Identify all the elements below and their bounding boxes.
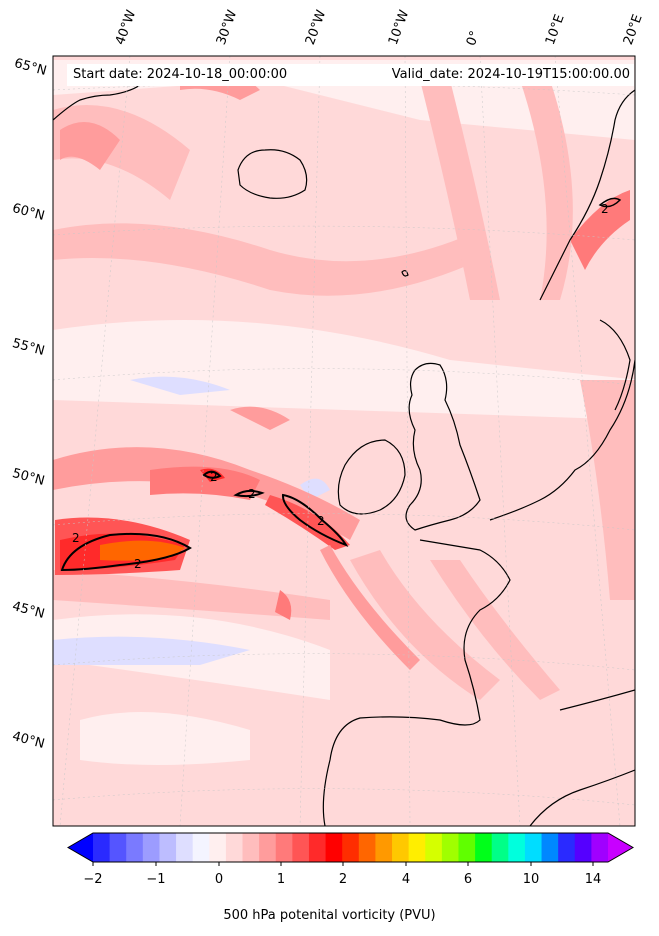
colorbar-segment	[541, 833, 559, 862]
colorbar-segment	[491, 833, 509, 862]
colorbar-segment	[209, 833, 227, 862]
mediterranean-coast	[559, 689, 635, 711]
colorbar-segment	[325, 833, 343, 862]
benelux-coast	[489, 359, 635, 521]
date-header: Start date: 2024-10-18_00:00:00 Valid_da…	[67, 64, 634, 86]
contour-label: 2	[601, 202, 609, 216]
contour-label: 2	[248, 487, 256, 501]
colorbar-segment	[225, 833, 244, 862]
colorbar-segment	[508, 833, 526, 862]
contour-norway	[598, 197, 622, 208]
colorbar-tick: −2	[83, 872, 103, 887]
colorbar-segment	[259, 833, 277, 862]
africa-coast	[529, 769, 635, 826]
colorbar-segment	[126, 833, 144, 862]
contour-label: 2	[210, 470, 218, 484]
sweden-coast	[599, 319, 631, 411]
colorbar-segment	[408, 833, 426, 862]
colorbar-segment	[475, 833, 493, 862]
colorbar-tick: 2	[338, 872, 348, 887]
colorbar-segment	[109, 833, 127, 862]
faroe-coast	[401, 269, 409, 277]
colorbar-segment	[176, 833, 194, 862]
colorbar-segment	[441, 833, 459, 862]
france-iberia-coast	[322, 539, 511, 826]
contour-label: 2	[317, 514, 325, 528]
contour-small-1	[233, 489, 265, 498]
colorbar-segment	[392, 833, 410, 862]
colorbar-tick: 1	[276, 872, 286, 887]
contour-label: 2	[134, 557, 142, 571]
colorbar-segment	[524, 833, 543, 862]
start-date-label: Start date: 2024-10-18_00:00:00	[73, 67, 288, 82]
graticule	[53, 56, 635, 826]
valid-date-label: Valid_date: 2024-10-19T15:00:00.00	[391, 67, 630, 82]
colorbar-label: 500 hPa potenital vorticity (PVU)	[223, 908, 436, 923]
iceland-coast	[237, 149, 308, 199]
colorbar-segment	[425, 833, 443, 862]
colorbar-segment	[242, 833, 260, 862]
colorbar-segment	[342, 833, 360, 862]
colorbar-segment	[159, 833, 177, 862]
colorbar-tick: 10	[522, 872, 540, 887]
contour-label: 2	[72, 531, 80, 545]
colorbar-tick: −1	[146, 872, 166, 887]
colorbar	[67, 832, 634, 866]
colorbar-segment	[358, 833, 376, 862]
contour-west	[60, 532, 192, 572]
colorbar-tick: 14	[584, 872, 602, 887]
pv-2-contours	[60, 197, 622, 572]
pv-field	[53, 56, 635, 826]
colorbar-segment	[142, 833, 160, 862]
ireland-coast	[337, 439, 406, 515]
colorbar-tick: 4	[401, 872, 411, 887]
colorbar-segment	[192, 833, 210, 862]
colorbar-segment	[308, 833, 327, 862]
colorbar-segment	[292, 833, 310, 862]
colorbar-segment	[574, 833, 592, 862]
contour-small-2	[202, 470, 222, 479]
colorbar-segment	[458, 833, 476, 862]
contour-central	[281, 493, 349, 547]
colorbar-segment	[93, 833, 111, 862]
map-frame	[52, 55, 636, 827]
colorbar-extend-low	[68, 833, 93, 862]
colorbar-segment	[591, 833, 609, 862]
great-britain-coast	[405, 362, 481, 531]
greenland-coast	[53, 84, 141, 121]
colorbar-segment	[558, 833, 576, 862]
colorbar-extend-high	[608, 833, 633, 862]
colorbar-tick: 0	[214, 872, 224, 887]
colorbar-segment	[275, 833, 293, 862]
norway-coast	[539, 89, 635, 301]
colorbar-tick: 6	[463, 872, 473, 887]
colorbar-segment	[375, 833, 393, 862]
coastlines	[53, 84, 635, 826]
